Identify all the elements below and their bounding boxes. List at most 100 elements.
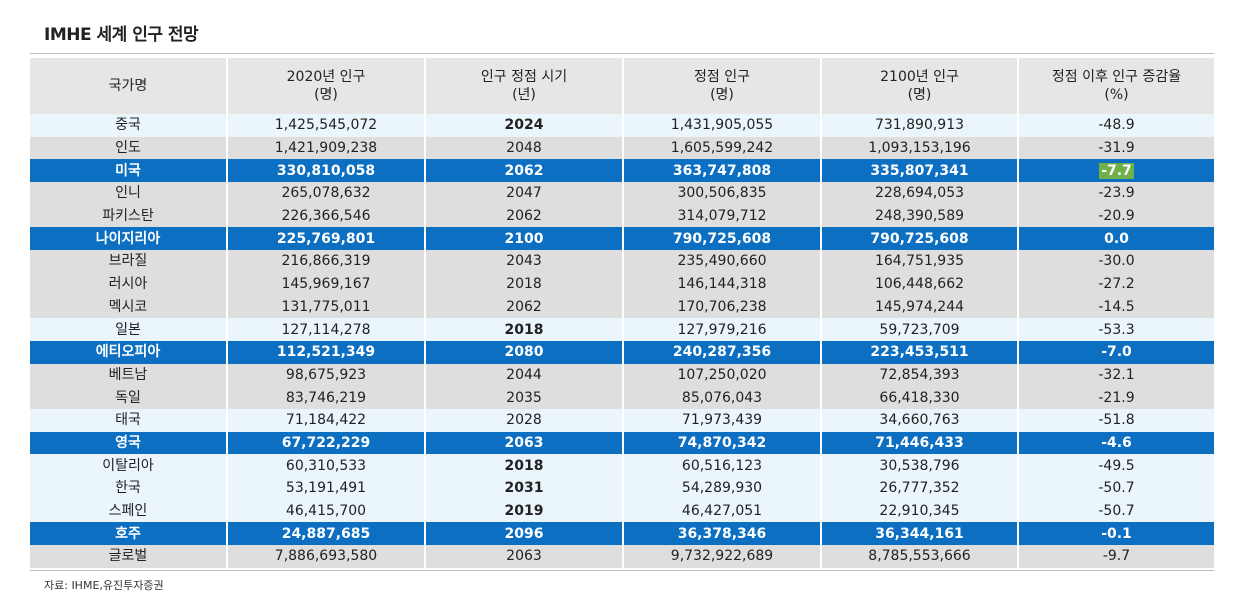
cell-peak-pop: 107,250,020 <box>622 363 821 387</box>
cell-peak-year: 2028 <box>424 408 623 432</box>
table-body: 중국 1,425,545,072 2024 1,431,905,055 731,890,… <box>30 114 1214 568</box>
cell-country: 한국 <box>30 477 227 500</box>
cell-country: 러시아 <box>30 272 227 296</box>
table-row: 나이지리아 225,769,801 2100 790,725,608 790,725,6… <box>30 227 1214 251</box>
cell-peak-pop: 363,747,808 <box>622 159 821 183</box>
table-row: 호주 24,887,685 2096 36,378,346 36,344,161 -0.1 <box>30 522 1214 546</box>
cell-peak-year: 2019 <box>424 499 623 523</box>
table-row: 스페인 46,415,700 2019 46,427,051 22,910,345 -50… <box>30 499 1214 523</box>
table-row: 영국 67,722,229 2063 74,870,342 71,446,433 -4.6 <box>30 431 1214 455</box>
cell-change: -50.7 <box>1017 477 1214 500</box>
table-row: 일본 127,114,278 2018 127,979,216 59,723,709 -5… <box>30 318 1214 341</box>
cell-pop2020: 131,775,011 <box>226 295 425 319</box>
header-row: 국가명 2020년 인구 (명) 인구 정점 시기 (년) 정점 인구 (명) 210… <box>30 58 1214 114</box>
table-row: 인도 1,421,909,238 2048 1,605,599,242 1,093,15… <box>30 136 1214 160</box>
cell-peak-pop: 71,973,439 <box>622 408 821 432</box>
cell-country: 인니 <box>30 182 227 205</box>
cell-change: -51.8 <box>1017 408 1214 432</box>
cell-peak-pop: 127,979,216 <box>622 318 821 341</box>
cell-change: -30.0 <box>1017 250 1214 273</box>
table-row: 이탈리아 60,310,533 2018 60,516,123 30,538,796 -4… <box>30 454 1214 477</box>
cell-pop2020: 1,425,545,072 <box>226 114 425 137</box>
cell-peak-year: 2063 <box>424 431 623 455</box>
cell-peak-year: 2018 <box>424 454 623 477</box>
cell-pop2100: 59,723,709 <box>820 318 1018 341</box>
cell-pop2100: 66,418,330 <box>820 386 1018 409</box>
cell-country: 태국 <box>30 408 227 432</box>
cell-pop2020: 1,421,909,238 <box>226 136 425 160</box>
cell-country: 중국 <box>30 114 227 137</box>
cell-change: -4.6 <box>1017 431 1214 455</box>
cell-peak-pop: 240,287,356 <box>622 340 821 364</box>
cell-peak-pop: 235,490,660 <box>622 250 821 273</box>
cell-country: 브라질 <box>30 250 227 273</box>
cell-country: 독일 <box>30 386 227 409</box>
table-row: 파키스탄 226,366,546 2062 314,079,712 248,390,58… <box>30 204 1214 228</box>
cell-change: -14.5 <box>1017 295 1214 319</box>
cell-peak-year: 2062 <box>424 295 623 319</box>
population-table: 국가명 2020년 인구 (명) 인구 정점 시기 (년) 정점 인구 (명) 210… <box>30 58 1214 568</box>
cell-peak-year: 2080 <box>424 340 623 364</box>
header-pop2020: 2020년 인구 (명) <box>226 58 425 114</box>
cell-peak-pop: 74,870,342 <box>622 431 821 455</box>
cell-pop2020: 225,769,801 <box>226 227 425 251</box>
cell-pop2020: 226,366,546 <box>226 204 425 228</box>
cell-pop2020: 67,722,229 <box>226 431 425 455</box>
cell-peak-year: 2018 <box>424 318 623 341</box>
cell-peak-pop: 170,706,238 <box>622 295 821 319</box>
cell-country: 이탈리아 <box>30 454 227 477</box>
cell-country: 일본 <box>30 318 227 341</box>
cell-pop2020: 265,078,632 <box>226 182 425 205</box>
cell-pop2100: 145,974,244 <box>820 295 1018 319</box>
cell-peak-year: 2100 <box>424 227 623 251</box>
cell-pop2020: 216,866,319 <box>226 250 425 273</box>
cell-peak-year: 2062 <box>424 159 623 183</box>
cell-peak-year: 2035 <box>424 386 623 409</box>
header-peak-year: 인구 정점 시기 (년) <box>424 58 623 114</box>
cell-country: 호주 <box>30 522 227 546</box>
cell-country: 파키스탄 <box>30 204 227 228</box>
cell-pop2020: 46,415,700 <box>226 499 425 523</box>
cell-pop2100: 1,093,153,196 <box>820 136 1018 160</box>
cell-change: -7.7 <box>1017 159 1214 183</box>
cell-peak-year: 2044 <box>424 363 623 387</box>
cell-change: -48.9 <box>1017 114 1214 137</box>
cell-peak-pop: 1,605,599,242 <box>622 136 821 160</box>
cell-change: -9.7 <box>1017 545 1214 568</box>
cell-country: 미국 <box>30 159 227 183</box>
cell-change: -20.9 <box>1017 204 1214 228</box>
cell-pop2100: 335,807,341 <box>820 159 1018 183</box>
cell-peak-pop: 54,289,930 <box>622 477 821 500</box>
cell-country: 글로벌 <box>30 545 227 568</box>
cell-pop2100: 731,890,913 <box>820 114 1018 137</box>
cell-change: -23.9 <box>1017 182 1214 205</box>
header-pop2100: 2100년 인구 (명) <box>820 58 1018 114</box>
cell-pop2020: 83,746,219 <box>226 386 425 409</box>
table-row: 브라질 216,866,319 2043 235,490,660 164,751,935… <box>30 250 1214 273</box>
cell-pop2020: 53,191,491 <box>226 477 425 500</box>
cell-country: 베트남 <box>30 363 227 387</box>
cell-change: -32.1 <box>1017 363 1214 387</box>
cell-peak-pop: 9,732,922,689 <box>622 545 821 568</box>
cell-change: -21.9 <box>1017 386 1214 409</box>
cell-peak-year: 2096 <box>424 522 623 546</box>
cell-change: -7.0 <box>1017 340 1214 364</box>
table-row: 글로벌 7,886,693,580 2063 9,732,922,689 8,785,5… <box>30 545 1214 568</box>
cell-pop2100: 248,390,589 <box>820 204 1018 228</box>
cell-pop2020: 145,969,167 <box>226 272 425 296</box>
cell-country: 스페인 <box>30 499 227 523</box>
cell-peak-pop: 60,516,123 <box>622 454 821 477</box>
cell-country: 멕시코 <box>30 295 227 319</box>
cell-pop2100: 790,725,608 <box>820 227 1018 251</box>
table-row: 인니 265,078,632 2047 300,506,835 228,694,053-… <box>30 182 1214 205</box>
bottom-divider <box>30 570 1214 571</box>
cell-change: -0.1 <box>1017 522 1214 546</box>
cell-pop2100: 106,448,662 <box>820 272 1018 296</box>
top-divider <box>30 53 1214 54</box>
highlight-value: -7.7 <box>1099 162 1134 179</box>
cell-peak-year: 2031 <box>424 477 623 500</box>
cell-pop2100: 34,660,763 <box>820 408 1018 432</box>
table-row: 태국 71,184,422 2028 71,973,439 34,660,763 -51.… <box>30 408 1214 432</box>
cell-change: 0.0 <box>1017 227 1214 251</box>
cell-pop2100: 30,538,796 <box>820 454 1018 477</box>
